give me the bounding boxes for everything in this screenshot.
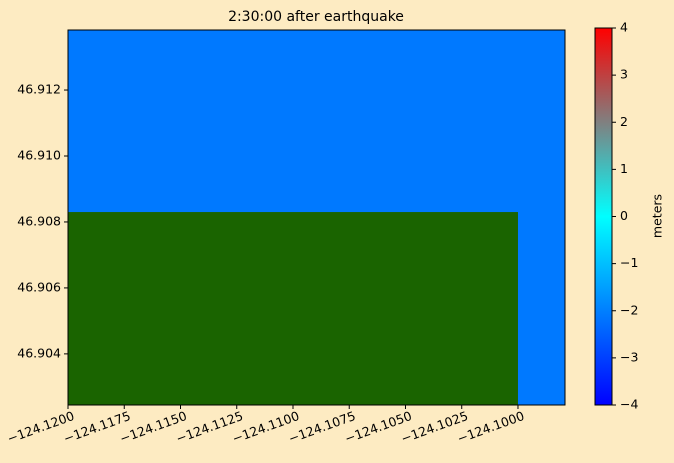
colorbar-tick-label: 0 bbox=[620, 208, 628, 223]
land bbox=[68, 212, 518, 405]
colorbar-tick-label: 3 bbox=[620, 67, 628, 82]
colorbar-tick-label: −2 bbox=[620, 302, 638, 317]
colorbar-tick-label: 2 bbox=[620, 114, 628, 129]
colorbar bbox=[594, 27, 613, 406]
colorbar-label: meters bbox=[650, 194, 665, 238]
y-tick-label: 46.912 bbox=[17, 82, 61, 97]
chart-title: 2:30:00 after earthquake bbox=[228, 9, 404, 25]
colorbar-tick-label: −3 bbox=[620, 349, 638, 364]
colorbar-tick-label: 4 bbox=[620, 20, 628, 35]
y-tick-label: 46.908 bbox=[17, 213, 61, 228]
colorbar-tick-label: −4 bbox=[620, 397, 638, 412]
y-tick-label: 46.904 bbox=[17, 345, 61, 360]
plot-frame bbox=[67, 29, 566, 406]
colorbar-tick-label: 1 bbox=[620, 161, 628, 176]
colorbar-tick-label: −1 bbox=[620, 255, 638, 270]
y-tick-label: 46.906 bbox=[17, 279, 61, 294]
y-tick-label: 46.910 bbox=[17, 147, 61, 162]
